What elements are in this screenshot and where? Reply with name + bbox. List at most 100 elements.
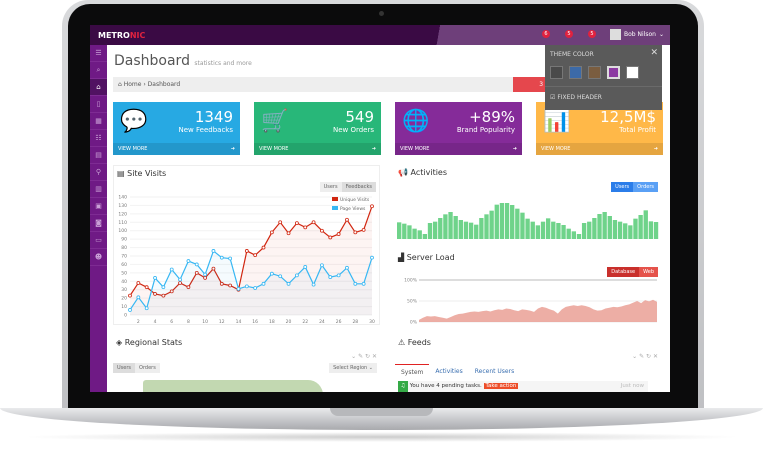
table-icon[interactable]: ▦ [90,113,107,130]
bookmark-icon[interactable]: ▯ [90,96,107,113]
data-point [361,281,366,286]
chart-icon[interactable]: ▥ [90,181,107,198]
world-map[interactable] [143,380,323,392]
orders-toggle[interactable]: Orders [633,182,658,192]
camera-icon[interactable]: ◙ [90,215,107,232]
logo[interactable]: METRONIC [98,31,146,40]
y-tick-label: 20 [121,296,127,302]
orders-toggle[interactable]: Orders [135,363,160,373]
tab-recent-users[interactable]: Recent Users [474,368,515,375]
select-region-dropdown[interactable]: Select Region ⌄ [329,363,377,373]
database-toggle[interactable]: Database [607,267,640,277]
search-icon[interactable]: ⌕ [90,62,107,79]
feeds-panel: ⚠ Feeds ⌄ ✎ ↻ ✕ System Activities Recent U… [395,335,661,392]
data-point [345,217,349,222]
data-point [336,273,341,278]
page-title: Dashboard statistics and more [114,53,252,69]
panel-tools[interactable]: ⌄ ✎ ↻ ✕ [351,353,377,360]
activity-bar [628,225,633,239]
user-menu[interactable]: Bob Nilson ⌄ [610,29,664,40]
sidebar: ☰ ⌕ ⌂ ▯ ▦ ☷ ▤ ⚲ ▥ ▣ ◙ ▭ ☻ [90,45,107,392]
activity-bar [432,221,438,239]
view-more-link[interactable]: VIEW MORE ➜ [113,143,240,155]
breadcrumb-home[interactable]: Home [123,81,142,88]
users-toggle[interactable]: Users [113,363,136,373]
data-point [228,283,233,288]
y-tick-label: 40 [121,279,127,285]
activity-bar [463,221,469,239]
data-point [236,286,241,291]
y-tick-label: 140 [118,195,127,201]
briefcase-icon[interactable]: ▭ [90,232,107,249]
stat-tile[interactable]: 🛒 549 New Orders VIEW MORE ➜ [254,102,381,155]
panel-tools[interactable]: ⌄ ✎ ↻ ✕ [632,353,658,360]
globe-icon: 🌐 [402,109,430,134]
theme-swatch[interactable] [588,66,601,79]
data-point [136,281,141,285]
close-icon[interactable]: ✕ [650,48,658,58]
grid-icon[interactable]: ▤ [90,147,107,164]
list-icon[interactable]: ☷ [90,130,107,147]
activity-bar [479,218,484,239]
fixed-header-option[interactable]: ☑ FIXED HEADER [550,94,602,101]
data-point [353,281,358,286]
data-point [194,270,199,275]
theme-swatch[interactable] [550,66,563,79]
notification-badge[interactable]: 6 [542,30,550,38]
home-icon: ⌂ [118,81,122,88]
tile-value: 1349 [194,108,233,126]
y-tick-label: 50% [407,299,418,305]
stat-tile[interactable]: 📊 12,5M$ Total Profit VIEW MORE ➜ [536,102,663,155]
users-toggle[interactable]: Users [611,182,634,192]
activity-bar [499,203,505,239]
screen: METRONIC 6 5 5 Bob Nilson ⌄ ☰ ⌕ ⌂ ▯ ▦ ☷ ▤ ⚲ ▥ ▣ ◙ ▭ ☻… [90,25,670,392]
menu-icon[interactable]: ☰ [90,45,107,62]
inbox-badge[interactable]: 5 [565,30,573,38]
tasks-badge[interactable]: 5 [588,30,596,38]
data-point [161,285,166,290]
arrow-right-icon: ➜ [653,146,658,152]
view-more-link[interactable]: VIEW MORE ➜ [536,143,663,155]
x-tick-label: 16 [252,319,258,323]
view-more-link[interactable]: VIEW MORE ➜ [395,143,522,155]
user-icon[interactable]: ☻ [90,249,107,266]
data-point [128,293,132,298]
activity-bar [448,212,453,239]
x-tick-label: 10 [202,319,208,323]
feedbacks-toggle[interactable]: Feedbacks [341,182,376,192]
activities-chart [397,203,659,239]
y-tick-label: 80 [121,245,127,251]
legend-label: Page Views [340,206,366,212]
y-tick-label: 0% [410,320,418,326]
tab-activities[interactable]: Activities [435,368,463,375]
data-point [144,285,149,290]
theme-swatch[interactable] [626,66,639,79]
theme-swatch[interactable] [607,66,620,79]
checkbox-icon[interactable]: ☑ [550,94,556,101]
panel-title: ▟ Server Load [398,253,455,262]
data-point [303,225,308,230]
x-tick-label: 6 [170,319,173,323]
tab-system[interactable]: System [395,364,430,380]
panel-title: 📢 Activities [398,168,448,177]
stat-tile[interactable]: 💬 1349 New Feedbacks VIEW MORE ➜ [113,102,240,155]
home-icon[interactable]: ⌂ [90,79,107,96]
data-point [153,292,157,296]
users-toggle[interactable]: Users [319,182,342,192]
data-point [144,306,149,311]
data-point [286,231,291,236]
breadcrumb: ⌂ Home › Dashboard [113,77,513,92]
data-point [345,265,349,270]
web-toggle[interactable]: Web [639,267,658,277]
theme-swatch[interactable] [569,66,582,79]
data-point [261,281,266,286]
view-more-link[interactable]: VIEW MORE ➜ [254,143,381,155]
take-action-button[interactable]: Take action [483,383,519,389]
stat-tile[interactable]: 🌐 +89% Brand Popularity VIEW MORE ➜ [395,102,522,155]
y-tick-label: 90 [121,237,127,243]
server-load-panel: ▟ Server Load Database Web 0% 50% 100% [395,250,661,330]
tile-value: +89% [469,108,515,126]
calendar-icon[interactable]: ▣ [90,198,107,215]
map-pin-icon[interactable]: ⚲ [90,164,107,181]
data-point [278,274,283,279]
